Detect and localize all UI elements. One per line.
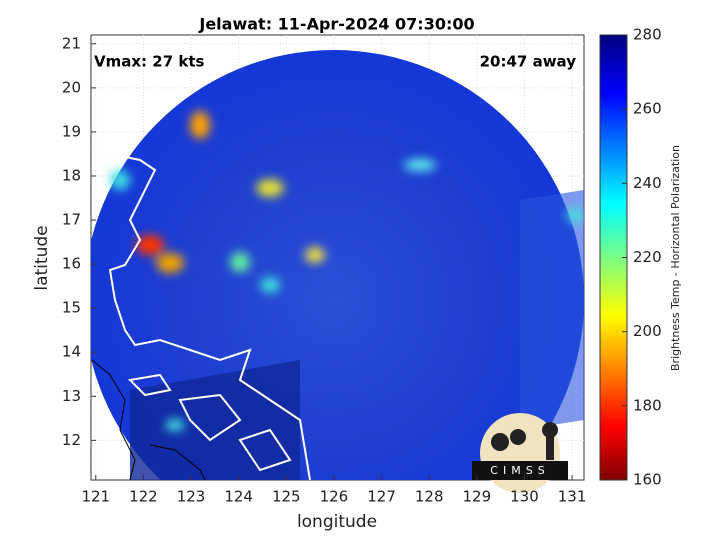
colorbar-tick-label: 180 [633,396,662,414]
x-tick-label: 121 [81,488,110,506]
colorbar-tick-label: 240 [633,174,662,192]
y-tick-label: 21 [62,34,81,52]
x-tick-label: 123 [177,488,206,506]
x-axis-label: longitude [297,512,377,532]
colorbar-tick-label: 220 [633,248,662,266]
y-tick-label: 15 [62,299,81,317]
y-tick-label: 20 [62,78,81,96]
swath-image [91,50,584,480]
colorbar-label: Brightness Temp - Horizontal Polarizatio… [669,145,682,371]
age-annotation: 20:47 away [480,53,577,71]
title: Jelawat: 11-Apr-2024 07:30:00 [198,15,474,34]
vmax-annotation: Vmax: 27 kts [94,53,204,71]
y-tick-label: 18 [62,166,81,184]
cimss-logo: CIMSS [472,413,568,493]
colorbar-tick-label: 160 [633,471,662,489]
colorbar-tick-label: 260 [633,100,662,118]
logo-text: CIMSS [490,464,549,477]
y-tick-label: 14 [62,343,81,361]
y-tick-label: 17 [62,211,81,229]
y-tick-label: 16 [62,255,81,273]
x-tick-label: 130 [510,488,539,506]
ticks: 121 122 123 124 125 126 127 128 129 130 131 12 13 14 1… [62,26,662,506]
x-tick-label: 125 [272,488,301,506]
colorbar-tick-label: 280 [633,26,662,44]
y-axis-label: latitude [32,225,52,290]
x-tick-label: 128 [415,488,444,506]
x-tick-label: 129 [463,488,492,506]
x-tick-label: 122 [129,488,158,506]
colorbar-tick-label: 200 [633,322,662,340]
y-tick-label: 13 [62,387,81,405]
x-tick-label: 124 [224,488,253,506]
x-tick-label: 127 [367,488,396,506]
y-tick-label: 19 [62,122,81,140]
x-tick-label: 131 [558,488,587,506]
y-tick-label: 12 [62,431,81,449]
x-tick-label: 126 [320,488,349,506]
